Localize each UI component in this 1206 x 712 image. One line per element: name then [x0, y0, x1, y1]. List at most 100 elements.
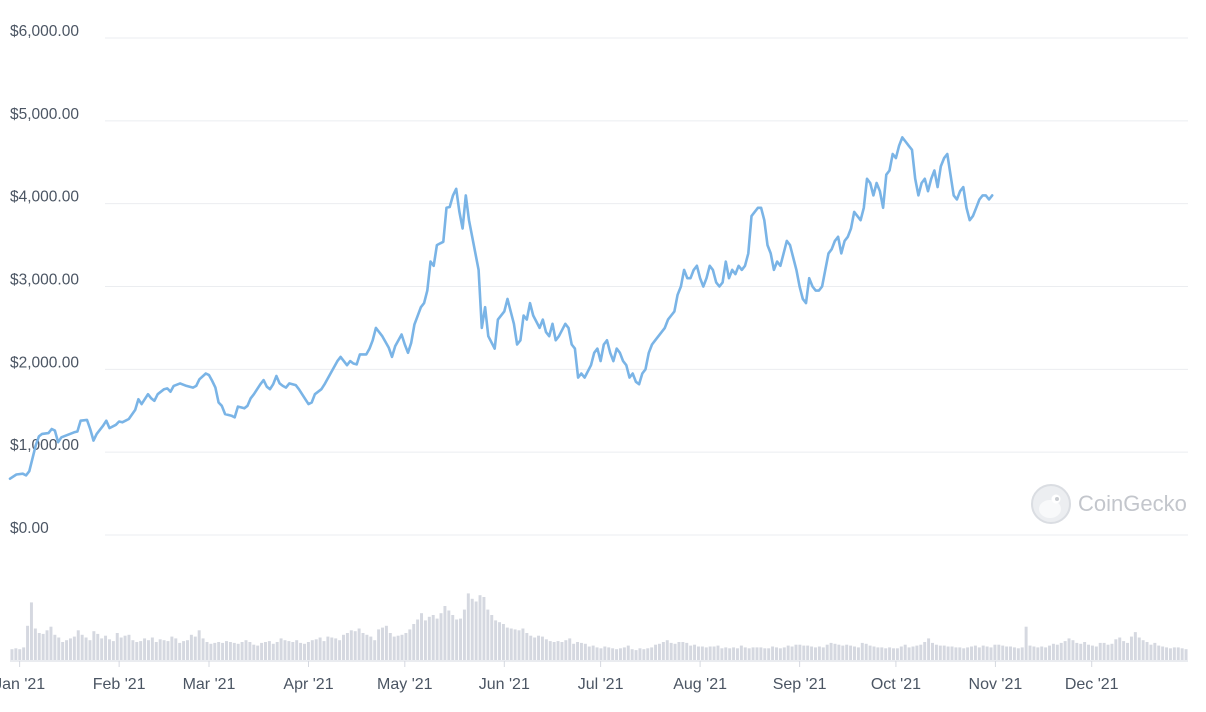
volume-bar — [849, 645, 853, 660]
volume-bar — [751, 647, 755, 660]
volume-bar — [400, 634, 404, 660]
volume-bar — [1083, 642, 1087, 660]
volume-bar — [474, 601, 478, 660]
volume-bar — [1067, 638, 1071, 660]
volume-bar — [29, 602, 33, 660]
x-tick-label: Jan '21 — [0, 676, 45, 693]
volume-bar — [985, 646, 989, 660]
volume-bar — [775, 647, 778, 660]
volume-bar — [833, 643, 837, 660]
volume-bar — [1020, 647, 1024, 660]
volume-bar — [841, 645, 845, 660]
volume-bar — [767, 648, 771, 660]
volume-bar — [240, 642, 244, 660]
volume-bar — [451, 615, 455, 660]
volume-bar — [213, 642, 217, 660]
volume-bar — [283, 640, 287, 660]
volume-bar — [291, 642, 295, 660]
volume-bar — [22, 647, 26, 660]
volume-bar — [997, 644, 1001, 660]
x-tick-label: Dec '21 — [1065, 676, 1119, 693]
volume-bar — [123, 635, 127, 660]
volume-bar — [252, 644, 256, 660]
volume-bar — [322, 641, 326, 660]
volume-bar — [759, 647, 763, 660]
volume-bar — [135, 642, 139, 660]
volume-bar — [61, 642, 65, 660]
y-tick-label: $3,000.00 — [10, 272, 79, 289]
volume-bar — [115, 633, 119, 660]
y-axis-ticks: $6,000.00 $5,000.00 $4,000.00 $3,000.00 $2,0… — [10, 23, 79, 537]
volume-bar — [993, 644, 997, 660]
volume-bar — [868, 645, 872, 660]
volume-bar — [65, 640, 69, 660]
volume-bar — [96, 633, 100, 660]
volume-bar — [1044, 647, 1048, 660]
volume-bar — [170, 636, 174, 660]
x-tick-label: May '21 — [377, 676, 433, 693]
volume-bar — [486, 609, 490, 660]
volume-bar — [739, 645, 743, 660]
volume-bar — [786, 645, 790, 660]
volume-bar — [186, 640, 189, 660]
volume-bar — [111, 641, 115, 660]
volume-bar — [1153, 642, 1157, 660]
volume-bar — [271, 643, 275, 660]
volume-bar — [1028, 645, 1032, 660]
x-tick-label: Apr '21 — [283, 676, 333, 693]
volume-bar — [977, 647, 981, 660]
volume-bar — [470, 598, 474, 660]
volume-bar — [431, 615, 435, 660]
volume-bar — [1098, 642, 1102, 660]
volume-bar — [201, 638, 205, 660]
volume-bar — [1157, 645, 1161, 660]
volume-bar — [416, 619, 420, 660]
volume-bar — [338, 640, 342, 660]
volume-bar — [794, 644, 798, 660]
volume-bar — [728, 648, 732, 660]
volume-bar — [494, 620, 498, 660]
volume-bar — [817, 646, 821, 660]
watermark-brand: CoinGecko — [1078, 491, 1187, 516]
volume-bar — [591, 645, 595, 660]
volume-bar — [517, 630, 521, 660]
volume-bar — [856, 647, 860, 660]
volume-bar — [938, 645, 942, 660]
volume-bar — [626, 645, 630, 660]
volume-bar — [603, 646, 607, 660]
volume-bar — [1005, 646, 1009, 660]
volume-bar — [310, 640, 314, 660]
volume-bar — [837, 644, 841, 660]
x-tick-label: Nov '21 — [969, 676, 1023, 693]
volume-bar — [420, 613, 423, 660]
volume-bar — [314, 639, 318, 660]
x-tick-label: Jul '21 — [578, 676, 624, 693]
volume-bar — [696, 646, 700, 660]
volume-bar — [825, 644, 829, 660]
volume-bar — [556, 641, 560, 660]
volume-bar — [638, 648, 642, 660]
volume-bar — [244, 640, 248, 660]
volume-bar — [973, 645, 977, 660]
volume-bar — [1180, 648, 1184, 660]
volume-bar — [217, 642, 221, 660]
volume-bar — [657, 643, 661, 660]
volume-bar — [708, 646, 712, 660]
volume-bar — [26, 625, 30, 660]
volume-bar — [80, 634, 84, 660]
volume-bar — [369, 636, 373, 660]
volume-bar — [1137, 637, 1141, 660]
volume-bar — [673, 643, 677, 660]
volume-bar — [1040, 646, 1044, 660]
volume-bar — [392, 636, 396, 660]
volume-bar — [611, 648, 615, 660]
volume-bar — [326, 636, 330, 660]
volume-bar — [1129, 636, 1133, 660]
volume-bar — [572, 643, 576, 660]
volume-bar — [197, 630, 201, 660]
volume-bar — [490, 615, 494, 660]
volume-bar — [381, 627, 384, 660]
volume-bar — [345, 633, 349, 660]
volume-bar — [568, 638, 572, 660]
volume-bar — [353, 631, 357, 660]
